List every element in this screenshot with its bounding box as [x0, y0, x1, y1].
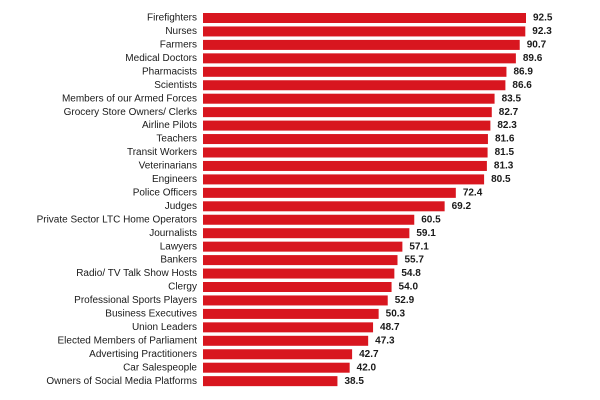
- category-label: Medical Doctors: [125, 53, 197, 64]
- value-label: 50.3: [386, 309, 406, 320]
- category-label: Judges: [165, 201, 197, 212]
- bar: [203, 53, 516, 64]
- value-label: 81.5: [495, 147, 515, 158]
- bar: [203, 282, 392, 292]
- bar: [203, 228, 410, 239]
- category-label: Journalists: [149, 228, 197, 239]
- value-label: 83.5: [502, 93, 522, 104]
- bar: [203, 322, 374, 333]
- value-label: 72.4: [463, 187, 483, 198]
- bar: [203, 107, 492, 118]
- category-label: Bankers: [160, 255, 197, 266]
- category-label: Engineers: [152, 174, 197, 185]
- bar: [203, 160, 487, 171]
- value-label: 92.3: [532, 26, 552, 37]
- category-label: Police Officers: [133, 187, 197, 198]
- value-label: 82.3: [497, 120, 517, 131]
- value-label: 69.2: [452, 201, 472, 212]
- category-label: Scientists: [154, 80, 197, 91]
- bar: [203, 308, 379, 319]
- value-label: 80.5: [491, 174, 511, 185]
- category-label: Firefighters: [147, 13, 197, 24]
- value-label: 86.9: [513, 66, 533, 77]
- bar: [203, 93, 495, 104]
- value-label: 42.7: [359, 349, 379, 360]
- category-label: Car Salespeople: [123, 362, 197, 373]
- category-label: Members of our Armed Forces: [62, 93, 197, 104]
- bar: [203, 241, 403, 252]
- bar: [203, 120, 491, 131]
- value-label: 47.3: [375, 335, 395, 346]
- category-label: Airline Pilots: [142, 120, 197, 131]
- value-label: 48.7: [380, 322, 400, 333]
- category-label: Elected Members of Parliament: [57, 335, 197, 346]
- value-label: 55.7: [404, 255, 424, 266]
- bar: [203, 80, 506, 91]
- category-label: Professional Sports Players: [74, 295, 197, 306]
- value-label: 42.0: [357, 362, 377, 373]
- bar: [203, 201, 445, 212]
- bar: [203, 13, 526, 23]
- category-label: Advertising Practitioners: [89, 349, 197, 360]
- category-label: Private Sector LTC Home Operators: [37, 214, 197, 225]
- category-label: Union Leaders: [132, 322, 197, 333]
- category-label: Teachers: [156, 134, 197, 145]
- value-label: 89.6: [523, 53, 543, 64]
- value-label: 54.0: [399, 282, 419, 293]
- category-label: Lawyers: [160, 241, 197, 252]
- value-label: 60.5: [421, 214, 441, 225]
- value-label: 57.1: [409, 241, 429, 252]
- bar: [203, 335, 369, 346]
- bar: [203, 362, 350, 373]
- bar: [203, 187, 456, 198]
- value-label: 81.3: [494, 161, 514, 172]
- value-label: 52.9: [395, 295, 415, 306]
- category-label: Transit Workers: [127, 147, 197, 158]
- category-label: Business Executives: [105, 309, 197, 320]
- value-label: 59.1: [416, 228, 436, 239]
- category-label: Farmers: [160, 40, 197, 51]
- bar: [203, 134, 488, 145]
- category-label: Nurses: [165, 26, 197, 37]
- value-label: 38.5: [344, 376, 364, 387]
- value-label: 82.7: [499, 107, 519, 118]
- bar: [203, 147, 488, 158]
- bar: [203, 26, 526, 37]
- category-label: Clergy: [168, 282, 197, 293]
- bar: [203, 268, 395, 279]
- bar: [203, 376, 338, 387]
- bar: [203, 214, 415, 225]
- category-label: Grocery Store Owners/ Clerks: [64, 107, 197, 118]
- bar: [203, 255, 398, 266]
- value-label: 92.5: [533, 13, 553, 24]
- value-label: 81.6: [495, 134, 515, 145]
- category-label: Owners of Social Media Platforms: [46, 376, 197, 387]
- value-label: 90.7: [527, 40, 547, 51]
- category-label: Pharmacists: [142, 66, 197, 77]
- bar: [203, 349, 353, 360]
- category-label: Veterinarians: [139, 161, 197, 172]
- bar: [203, 39, 520, 50]
- value-label: 54.8: [401, 268, 421, 279]
- value-label: 86.6: [512, 80, 532, 91]
- bar: [203, 174, 485, 185]
- bar: [203, 295, 388, 306]
- category-label: Radio/ TV Talk Show Hosts: [76, 268, 197, 279]
- bar: [203, 66, 507, 77]
